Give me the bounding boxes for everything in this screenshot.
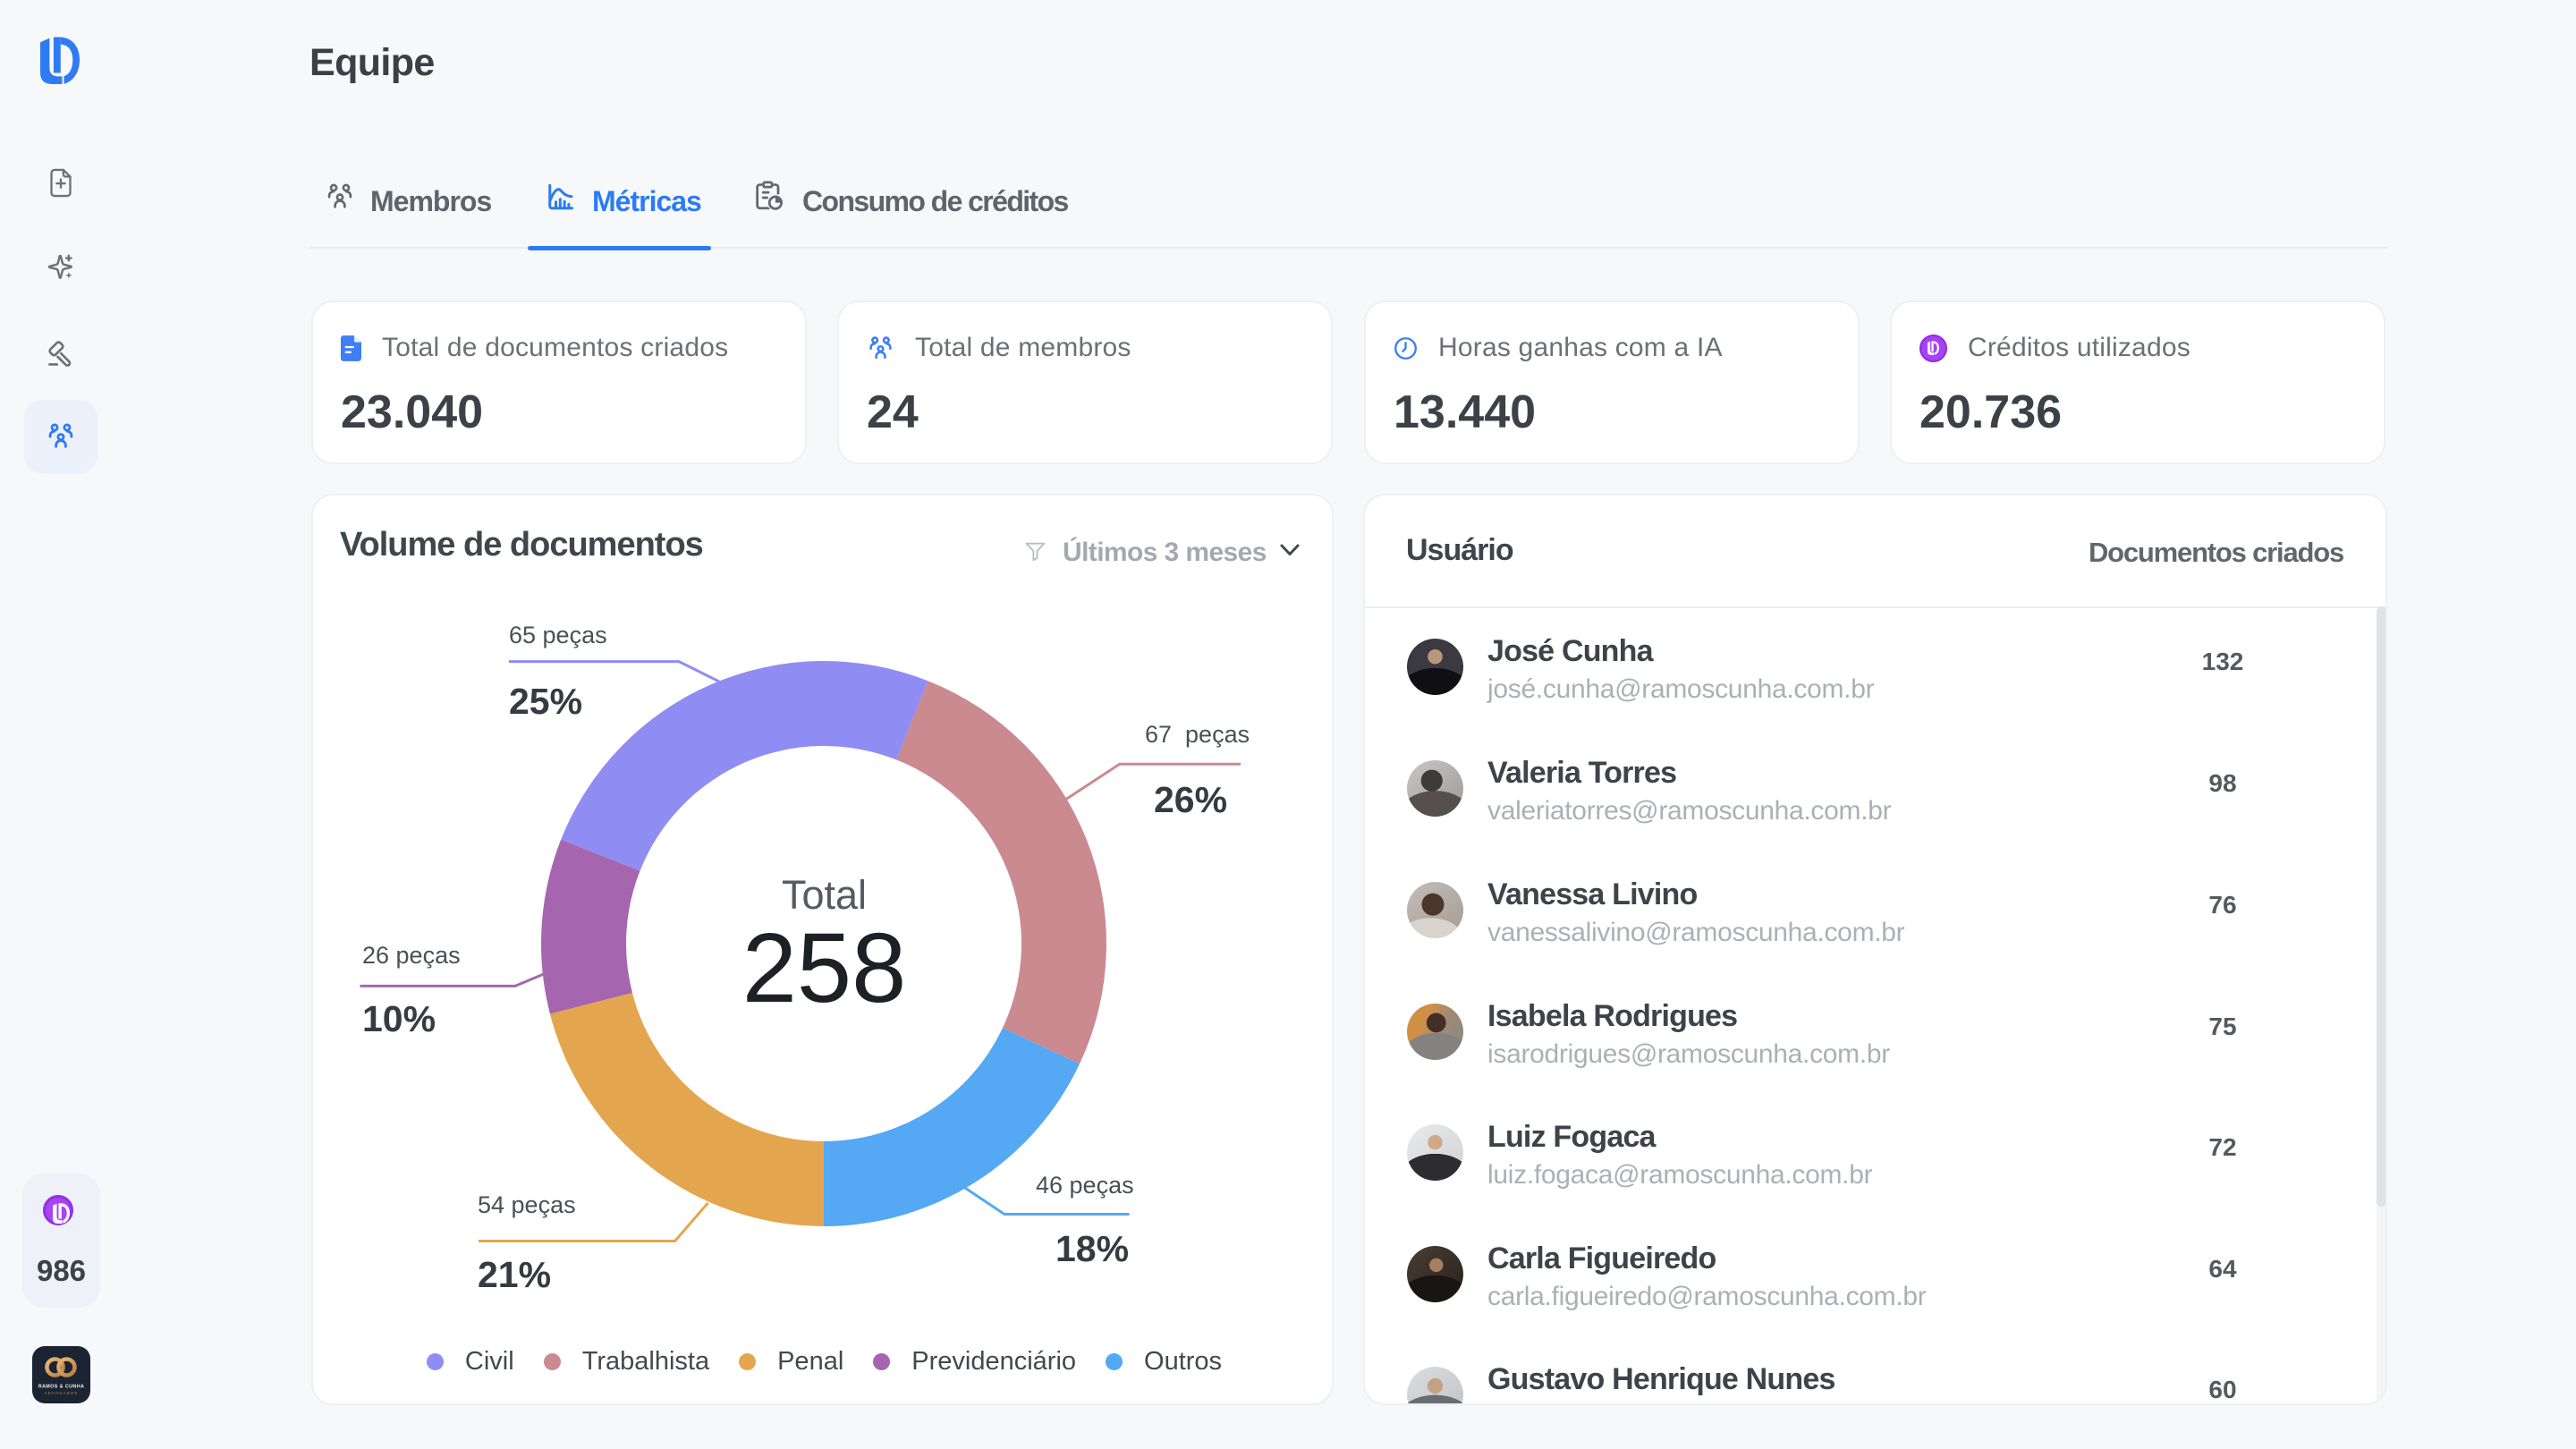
svg-text:RAMOS & CUNHA: RAMOS & CUNHA (38, 1385, 85, 1390)
svg-text:ADVOGADOS: ADVOGADOS (45, 1391, 79, 1395)
